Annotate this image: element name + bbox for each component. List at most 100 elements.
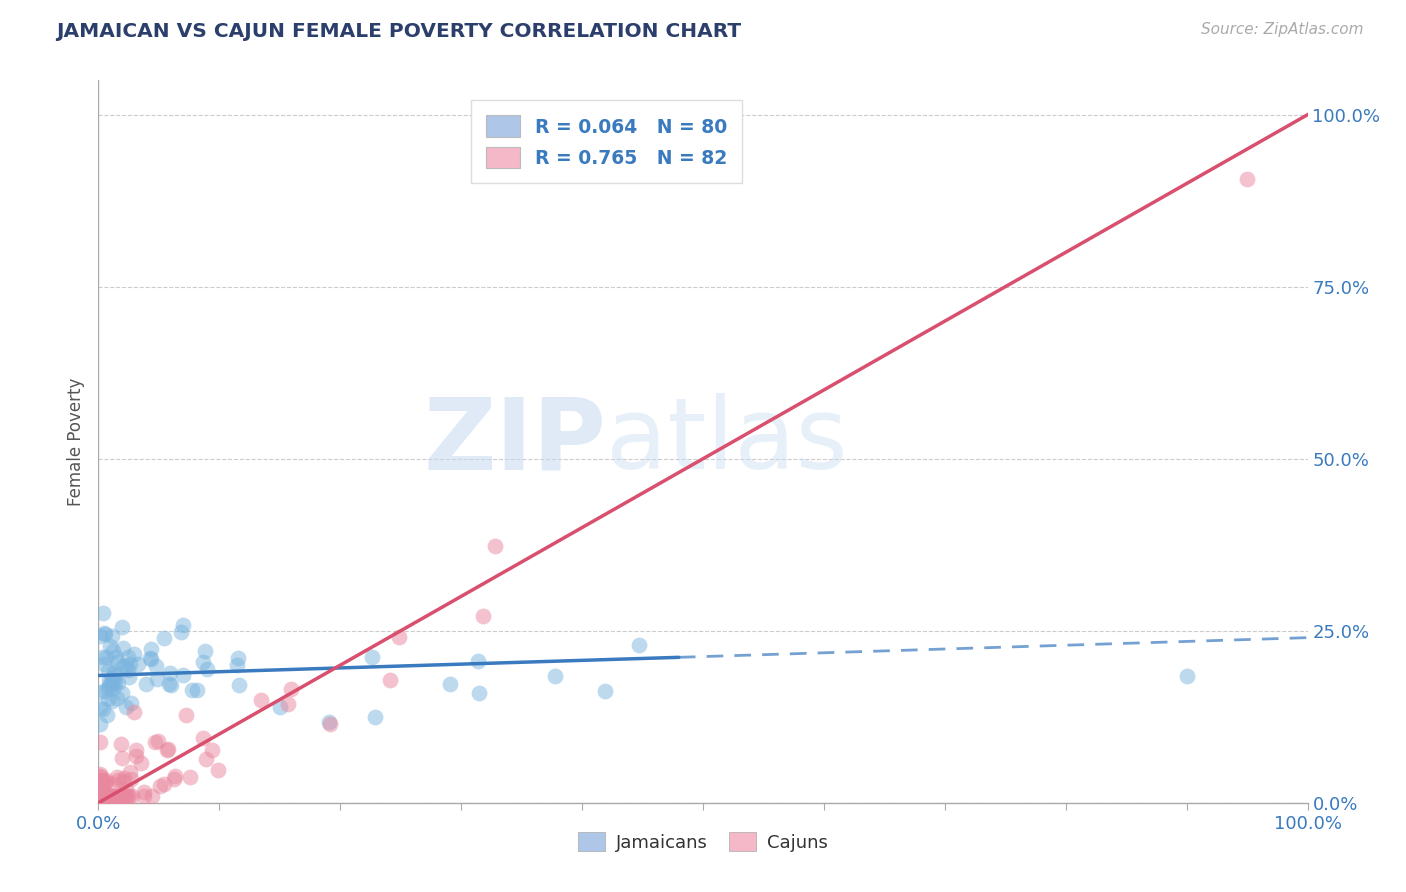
Y-axis label: Female Poverty: Female Poverty xyxy=(67,377,86,506)
Point xyxy=(176,708,198,723)
Point xyxy=(148,733,170,747)
Point xyxy=(226,650,249,665)
Point xyxy=(117,650,139,665)
Point xyxy=(89,789,111,803)
Point xyxy=(93,789,115,803)
Point xyxy=(104,675,127,690)
Point xyxy=(98,639,121,653)
Point xyxy=(97,673,120,688)
Point xyxy=(159,665,181,680)
Point xyxy=(89,717,111,731)
Point xyxy=(139,642,162,657)
Point xyxy=(484,539,506,553)
Point xyxy=(628,638,651,652)
Point xyxy=(94,650,117,665)
Point xyxy=(101,670,124,684)
Point xyxy=(91,773,114,788)
Point xyxy=(101,777,124,791)
Point xyxy=(132,789,155,803)
Point xyxy=(122,647,145,661)
Point xyxy=(101,681,124,695)
Point xyxy=(111,620,134,634)
Point xyxy=(141,789,163,803)
Point xyxy=(107,676,129,690)
Point xyxy=(94,789,117,803)
Point xyxy=(1236,172,1258,186)
Point xyxy=(103,668,125,682)
Point xyxy=(172,617,194,632)
Point xyxy=(112,641,135,656)
Point xyxy=(152,631,174,645)
Point xyxy=(111,751,134,765)
Point xyxy=(156,743,179,757)
Point xyxy=(114,782,136,797)
Point xyxy=(104,789,127,803)
Point xyxy=(93,789,115,803)
Point xyxy=(105,655,128,669)
Point xyxy=(228,678,250,692)
Point xyxy=(139,651,162,665)
Point xyxy=(97,664,120,678)
Point xyxy=(98,789,121,803)
Point xyxy=(89,629,111,643)
Point xyxy=(318,717,340,731)
Point xyxy=(93,786,115,800)
Point xyxy=(195,752,218,766)
Point xyxy=(207,763,229,777)
Point xyxy=(94,789,117,803)
Text: Source: ZipAtlas.com: Source: ZipAtlas.com xyxy=(1201,22,1364,37)
Point xyxy=(89,684,111,698)
Point xyxy=(388,630,411,644)
Point xyxy=(98,789,121,803)
Point xyxy=(186,683,208,698)
Point xyxy=(472,609,495,624)
Legend: Jamaicans, Cajuns: Jamaicans, Cajuns xyxy=(571,824,835,859)
Point xyxy=(117,789,139,803)
Point xyxy=(129,756,152,770)
Point xyxy=(195,661,218,675)
Point xyxy=(94,789,117,803)
Point xyxy=(114,789,136,803)
Point xyxy=(107,772,129,787)
Point xyxy=(101,676,124,690)
Point xyxy=(100,789,122,803)
Point xyxy=(115,659,138,673)
Point xyxy=(90,789,112,803)
Point xyxy=(94,684,117,698)
Point xyxy=(89,789,111,803)
Point xyxy=(93,626,115,640)
Point xyxy=(145,659,167,673)
Point xyxy=(149,779,172,793)
Point xyxy=(96,708,118,723)
Point xyxy=(89,735,111,749)
Point xyxy=(97,692,120,706)
Point xyxy=(157,677,180,691)
Point xyxy=(277,697,299,711)
Point xyxy=(364,710,387,724)
Point xyxy=(105,789,128,803)
Point xyxy=(108,789,131,803)
Point xyxy=(544,669,567,683)
Point xyxy=(91,773,114,788)
Point xyxy=(225,658,247,673)
Point xyxy=(135,677,157,691)
Point xyxy=(93,789,115,803)
Point xyxy=(96,789,118,803)
Point xyxy=(112,771,135,785)
Point xyxy=(96,775,118,789)
Point xyxy=(163,769,186,783)
Point xyxy=(120,772,142,786)
Point xyxy=(108,789,131,803)
Point xyxy=(97,681,120,695)
Point xyxy=(249,692,271,706)
Point xyxy=(100,629,122,643)
Point xyxy=(93,775,115,789)
Point xyxy=(103,665,125,679)
Point xyxy=(122,705,145,719)
Point xyxy=(112,658,135,673)
Point xyxy=(378,673,401,687)
Point xyxy=(89,767,111,781)
Point xyxy=(143,735,166,749)
Point xyxy=(93,789,115,803)
Point xyxy=(280,681,302,696)
